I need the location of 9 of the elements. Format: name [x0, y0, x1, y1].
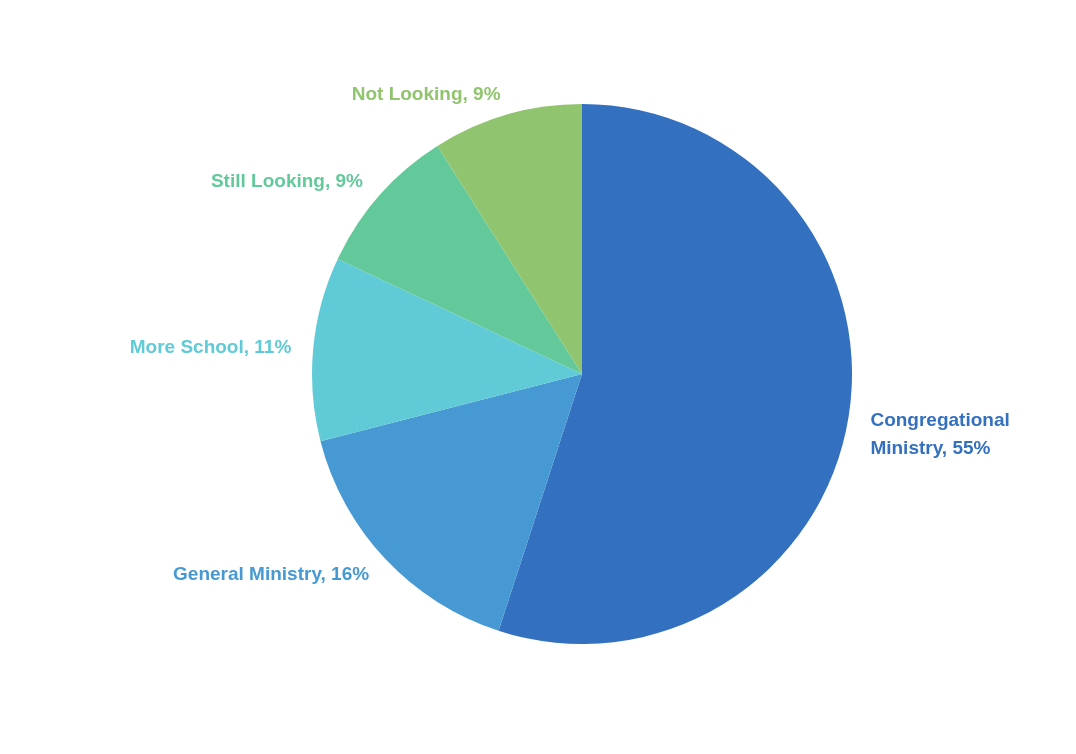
pie-slice — [312, 259, 582, 442]
pie-slice — [437, 104, 582, 374]
slice-label: General Ministry, 16% — [173, 562, 370, 584]
pie-slice — [337, 146, 582, 374]
pie-slice — [498, 104, 852, 644]
slice-label: Not Looking, 9% — [351, 82, 501, 104]
slice-label: More School, 11% — [129, 335, 292, 357]
slice-label: Still Looking, 9% — [210, 169, 364, 191]
slice-label: Congregational Ministry, 55% — [870, 408, 1010, 458]
